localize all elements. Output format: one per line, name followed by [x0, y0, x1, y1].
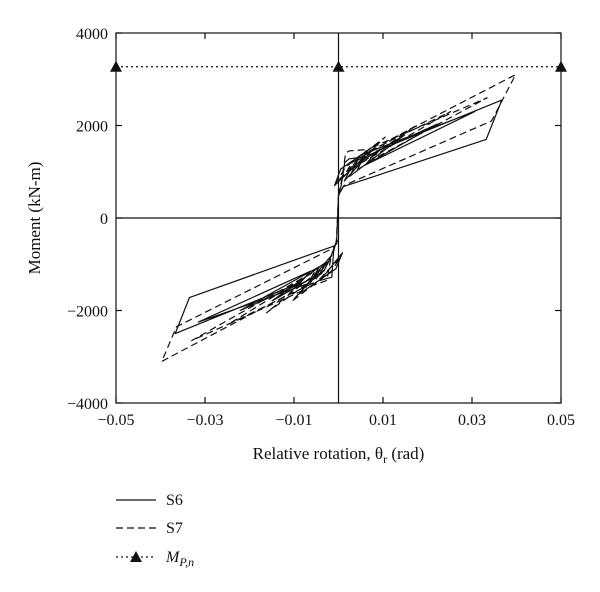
x-tick-label: 0.01 — [369, 412, 397, 429]
legend: S6 S7 MP,n — [116, 492, 194, 569]
reference-triangle-marker — [555, 60, 567, 72]
y-tick-label: −2000 — [67, 304, 108, 321]
y-tick-label: 4000 — [76, 26, 108, 43]
legend-label-mpn-main: M — [165, 549, 181, 566]
series-layer — [161, 73, 517, 362]
x-axis-title-tail: (rad) — [387, 444, 424, 463]
y-axis-title: Moment (kN-m) — [25, 162, 44, 275]
x-axis-title: Relative rotation, θr (rad) — [253, 444, 425, 466]
y-tick-label: 0 — [100, 211, 108, 228]
x-tick-label: −0.05 — [97, 412, 134, 429]
reference-triangle-marker — [110, 60, 122, 72]
x-axis-ticks: −0.05 −0.03 −0.01 0.01 0.03 0.05 — [97, 33, 575, 429]
x-tick-label: −0.03 — [186, 412, 223, 429]
x-tick-label: 0.03 — [458, 412, 486, 429]
legend-triangle-marker — [130, 551, 142, 562]
legend-label-s7: S7 — [166, 520, 183, 537]
reference-triangle-marker — [332, 60, 345, 72]
legend-label-mpn-sub: P,n — [178, 555, 194, 569]
reference-line-group — [110, 60, 567, 72]
y-tick-label: −4000 — [67, 396, 108, 413]
x-tick-label: −0.01 — [275, 412, 312, 429]
x-axis-title-sub: r — [383, 452, 387, 466]
y-tick-label: 2000 — [76, 119, 108, 136]
x-tick-label: 0.05 — [547, 412, 575, 429]
legend-label-s6: S6 — [166, 492, 183, 509]
y-axis-ticks: −4000 −2000 0 2000 4000 — [67, 26, 561, 413]
legend-label-mpn: MP,n — [165, 549, 194, 569]
x-axis-title-main: Relative rotation, θ — [253, 444, 383, 463]
